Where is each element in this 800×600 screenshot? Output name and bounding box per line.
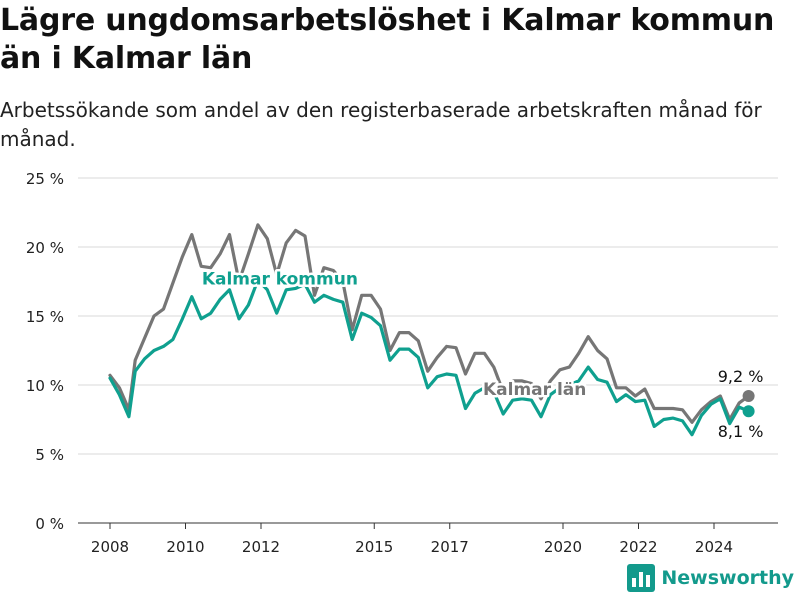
series-line-kalmar-kommun xyxy=(108,278,751,437)
y-tick-label: 0 % xyxy=(35,515,64,533)
y-tick-label: 25 % xyxy=(26,170,64,188)
chart-subtitle: Arbetssökande som andel av den registerb… xyxy=(0,98,762,151)
x-tick-label: 2022 xyxy=(619,538,657,556)
end-value-label: 9,2 % xyxy=(718,367,764,386)
line-chart: 0 % 5 % 10 % 15 % 20 % 25 % 2008 2010 2012 2015 20… xyxy=(26,170,778,556)
end-point-kalmar-l-n xyxy=(742,390,755,403)
y-tick-label: 15 % xyxy=(26,308,64,326)
axis-layer: 0 % 5 % 10 % 15 % 20 % 25 % 2008 2010 2012 2015 20… xyxy=(26,170,778,556)
y-tick-label: 20 % xyxy=(26,239,64,257)
x-tick-label: 2017 xyxy=(431,538,469,556)
newsworthy-logo-icon xyxy=(627,564,656,592)
brand-logo: Newsworthy xyxy=(627,564,794,592)
x-tick-label: 2008 xyxy=(91,538,129,556)
x-tick-label: 2015 xyxy=(355,538,393,556)
end-point-kalmar-kommun xyxy=(742,405,755,418)
x-tick-label: 2020 xyxy=(544,538,582,556)
chart-title: Lägre ungdomsarbetslöshet i Kalmar kommu… xyxy=(0,3,775,76)
series-label: Kalmar kommun xyxy=(202,270,358,290)
y-tick-label: 10 % xyxy=(26,377,64,395)
x-tick-label: 2024 xyxy=(695,538,733,556)
series-layer xyxy=(108,223,755,437)
grid-layer xyxy=(78,177,778,524)
series-label: Kalmar län xyxy=(483,380,586,400)
y-tick-label: 5 % xyxy=(35,446,64,464)
end-value-label: 8,1 % xyxy=(718,422,764,441)
label-layer: Kalmar kommun Kalmar län 9,2 % 8,1 % xyxy=(199,267,764,441)
brand-name: Newsworthy xyxy=(661,567,794,589)
x-tick-label: 2012 xyxy=(242,538,280,556)
x-tick-label: 2010 xyxy=(166,538,204,556)
series-line-kalmar-l-n xyxy=(108,223,751,424)
